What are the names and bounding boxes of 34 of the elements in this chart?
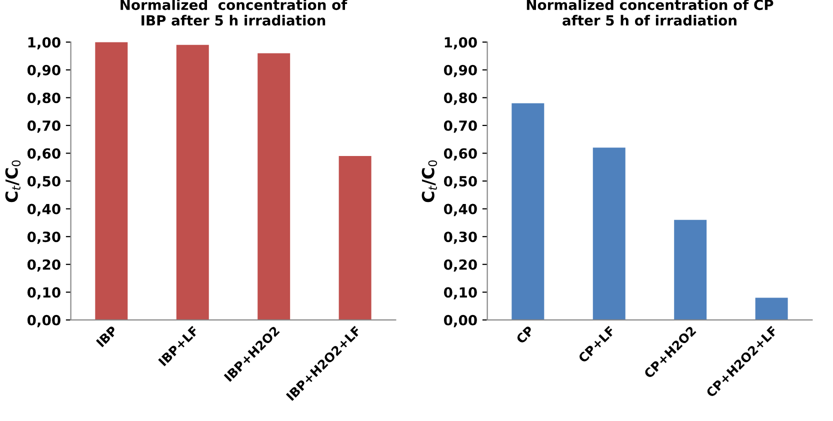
x-tick-label: IBP <box>96 325 118 348</box>
x-tick-label: CP <box>516 325 534 344</box>
y-axis-title: C$_{t}$/C$_{0}$ <box>422 160 438 202</box>
y-tick-label: 0,80 <box>27 92 60 105</box>
y-tick-label: 0,30 <box>27 232 60 244</box>
bar <box>512 103 544 320</box>
bar <box>258 53 290 320</box>
y-tick-label: 0,00 <box>444 314 477 328</box>
y-tick-label: 0,00 <box>27 314 60 328</box>
y-tick-label: 0,90 <box>27 64 60 78</box>
y-tick-label: 0,20 <box>444 259 477 272</box>
y-tick-label: 0,40 <box>444 204 477 216</box>
y-tick-label: 0,30 <box>444 232 477 244</box>
y-axis-title: C$_{t}$/C$_{0}$ <box>5 160 21 202</box>
bar <box>338 156 372 320</box>
y-tick-label: 0,40 <box>27 204 60 216</box>
bar <box>674 220 707 320</box>
bar <box>755 298 788 320</box>
y-tick-label: 0,10 <box>444 287 477 300</box>
y-tick-label: 0,50 <box>444 176 477 188</box>
y-tick-label: 0,70 <box>444 120 477 133</box>
y-tick-label: 0,60 <box>444 148 477 160</box>
y-tick-label: 0,90 <box>444 64 477 78</box>
y-tick-label: 0,10 <box>27 287 60 300</box>
bar <box>592 148 626 320</box>
bar <box>176 44 209 320</box>
y-tick-label: 0,20 <box>27 259 60 272</box>
y-tick-label: 0,70 <box>27 120 60 133</box>
bar <box>95 42 128 320</box>
y-tick-label: 0,60 <box>27 148 60 160</box>
y-tick-label: 0,50 <box>27 176 60 188</box>
y-tick-label: 1,00 <box>28 37 60 50</box>
y-tick-label: 1,00 <box>444 37 477 50</box>
y-tick-label: 0,80 <box>444 92 477 105</box>
